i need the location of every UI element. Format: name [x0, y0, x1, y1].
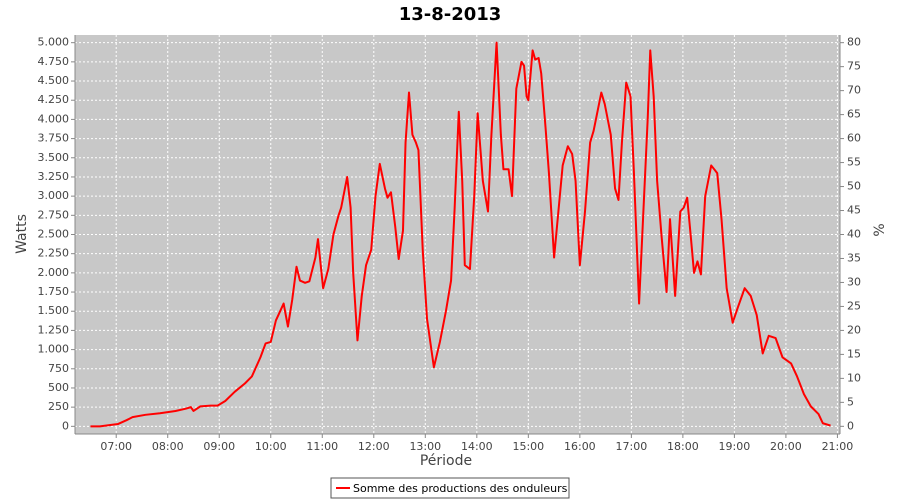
x-tick-label: 15:00 — [512, 440, 544, 453]
y-tick-label: 4.750 — [38, 55, 70, 68]
y-tick-label: 750 — [48, 362, 69, 375]
y-tick-label: 3.750 — [38, 132, 70, 145]
y-tick-label: 2.250 — [38, 247, 70, 260]
y-tick-label: 3.000 — [38, 189, 70, 202]
y2-tick-label: 35 — [847, 251, 861, 264]
x-tick-label: 09:00 — [203, 440, 235, 453]
y-tick-label: 2.750 — [38, 208, 70, 221]
x-tick-label: 14:00 — [461, 440, 493, 453]
y-tick-label: 250 — [48, 400, 69, 413]
y-tick-label: 500 — [48, 381, 69, 394]
y2-tick-label: 80 — [847, 36, 861, 49]
legend-label: Somme des productions des onduleurs — [353, 482, 568, 495]
y-tick-label: 3.250 — [38, 170, 70, 183]
x-tick-label: 07:00 — [100, 440, 132, 453]
y-tick-label: 2.500 — [38, 228, 70, 241]
y-tick-label: 1.750 — [38, 285, 70, 298]
y-tick-label: 4.000 — [38, 112, 70, 125]
y-tick-label: 1.500 — [38, 304, 70, 317]
y-tick-label: 5.000 — [38, 36, 70, 49]
y2-tick-label: 60 — [847, 132, 861, 145]
x-tick-label: 18:00 — [667, 440, 699, 453]
y2-tick-label: 25 — [847, 299, 861, 312]
y2-tick-label: 75 — [847, 60, 861, 73]
legend — [330, 477, 570, 499]
y2-tick-label: 20 — [847, 323, 861, 336]
y2-tick-label: 50 — [847, 180, 861, 193]
data-line — [90, 41, 831, 428]
x-tick-label: 08:00 — [152, 440, 184, 453]
y2-tick-label: 30 — [847, 275, 861, 288]
x-axis-label: Période — [420, 453, 472, 469]
y-tick-label: 1.000 — [38, 343, 70, 356]
y2-tick-label: 5 — [847, 395, 854, 408]
y2-tick-label: 55 — [847, 156, 861, 169]
y-axis-label: Watts — [14, 214, 30, 254]
y2-tick-label: 70 — [847, 84, 861, 97]
y2-tick-label: 10 — [847, 371, 861, 384]
y2-axis-label: % — [872, 223, 888, 236]
y-tick-label: 4.500 — [38, 74, 70, 87]
y2-tick-label: 15 — [847, 347, 861, 360]
y2-tick-label: 0 — [847, 419, 854, 432]
y2-tick-label: 45 — [847, 204, 861, 217]
x-tick-label: 19:00 — [719, 440, 751, 453]
y-tick-label: 1.250 — [38, 323, 70, 336]
x-tick-label: 12:00 — [358, 440, 390, 453]
x-tick-label: 10:00 — [255, 440, 287, 453]
x-tick-label: 21:00 — [822, 440, 854, 453]
y-tick-label: 3.500 — [38, 151, 70, 164]
y-tick-label: 2.000 — [38, 266, 70, 279]
plot-area — [75, 35, 840, 434]
y2-tick-label: 40 — [847, 228, 861, 241]
chart-title: 13-8-2013 — [399, 4, 502, 25]
y2-tick-label: 65 — [847, 108, 861, 121]
x-tick-label: 13:00 — [409, 440, 441, 453]
x-tick-label: 17:00 — [616, 440, 648, 453]
x-tick-label: 20:00 — [770, 440, 802, 453]
y-tick-label: 0 — [62, 419, 69, 432]
y-tick-label: 4.250 — [38, 93, 70, 106]
x-tick-label: 11:00 — [306, 440, 338, 453]
x-tick-label: 16:00 — [564, 440, 596, 453]
